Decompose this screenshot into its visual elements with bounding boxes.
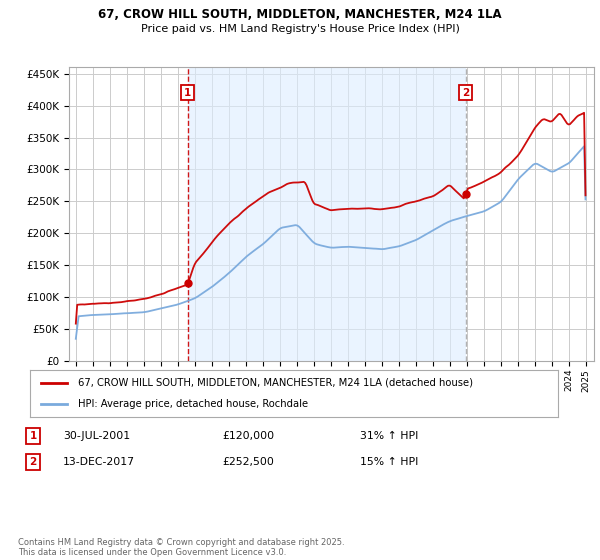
Text: HPI: Average price, detached house, Rochdale: HPI: Average price, detached house, Roch… bbox=[77, 399, 308, 409]
Text: 30-JUL-2001: 30-JUL-2001 bbox=[63, 431, 130, 441]
Text: 67, CROW HILL SOUTH, MIDDLETON, MANCHESTER, M24 1LA (detached house): 67, CROW HILL SOUTH, MIDDLETON, MANCHEST… bbox=[77, 378, 473, 388]
Text: 2: 2 bbox=[462, 88, 469, 98]
Text: 31% ↑ HPI: 31% ↑ HPI bbox=[360, 431, 418, 441]
Text: 1: 1 bbox=[184, 88, 191, 98]
Text: 2: 2 bbox=[29, 457, 37, 467]
Bar bbox=[188, 67, 466, 361]
Text: 67, CROW HILL SOUTH, MIDDLETON, MANCHESTER, M24 1LA: 67, CROW HILL SOUTH, MIDDLETON, MANCHEST… bbox=[98, 8, 502, 21]
Text: £120,000: £120,000 bbox=[222, 431, 274, 441]
Text: 1: 1 bbox=[29, 431, 37, 441]
Text: 15% ↑ HPI: 15% ↑ HPI bbox=[360, 457, 418, 467]
Text: 13-DEC-2017: 13-DEC-2017 bbox=[63, 457, 135, 467]
Text: £252,500: £252,500 bbox=[222, 457, 274, 467]
Text: Contains HM Land Registry data © Crown copyright and database right 2025.
This d: Contains HM Land Registry data © Crown c… bbox=[18, 538, 344, 557]
Text: Price paid vs. HM Land Registry's House Price Index (HPI): Price paid vs. HM Land Registry's House … bbox=[140, 24, 460, 34]
